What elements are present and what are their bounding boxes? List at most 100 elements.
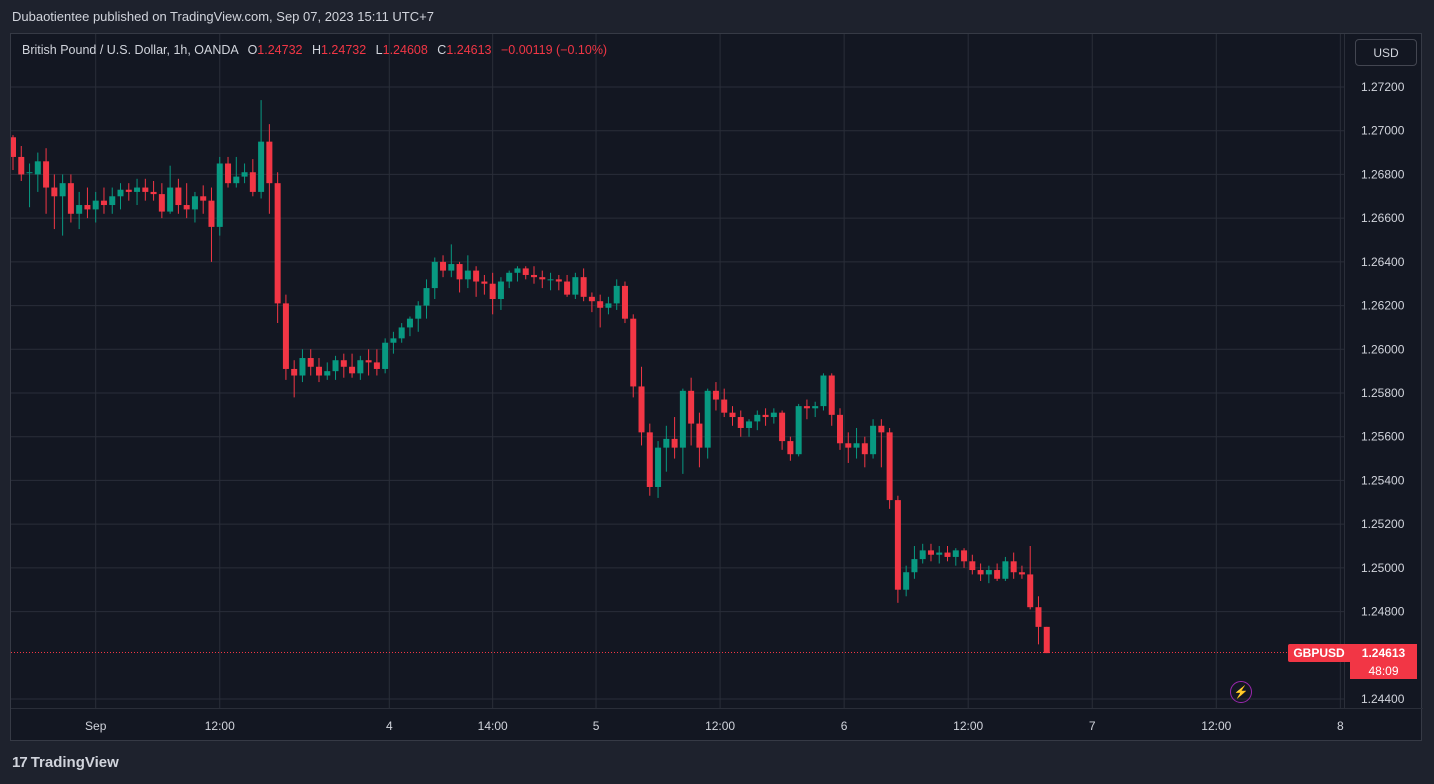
candle-body xyxy=(655,447,662,487)
candle xyxy=(605,296,612,315)
candle-body xyxy=(679,390,686,448)
x-tick-label: 14:00 xyxy=(478,719,508,733)
currency-button[interactable]: USD xyxy=(1355,39,1417,66)
candle-body xyxy=(704,390,711,448)
candle xyxy=(249,159,256,197)
candle xyxy=(572,272,579,300)
candle-body xyxy=(994,570,1001,579)
candle-body xyxy=(927,550,934,555)
candle-body xyxy=(630,318,637,387)
candle-body xyxy=(117,189,124,197)
candle xyxy=(952,548,959,566)
candle-body xyxy=(324,371,331,376)
candle xyxy=(927,543,934,562)
candle-body xyxy=(373,362,380,369)
candle xyxy=(315,358,322,383)
candle-body xyxy=(249,172,256,192)
y-tick-label: 1.25800 xyxy=(1361,386,1405,400)
price-chart[interactable]: 1.27200 1.27000 1.26800 1.26600 1.26400 1.262… xyxy=(11,34,1423,742)
candle xyxy=(208,187,215,262)
candle xyxy=(903,565,910,597)
candle-body xyxy=(216,163,223,227)
candle xyxy=(299,349,306,383)
brand-name: TradingView xyxy=(30,754,119,771)
candle-body xyxy=(746,421,753,428)
change-value: −0.00119 (−0.10%) xyxy=(501,43,608,57)
close-value: 1.24613 xyxy=(446,43,492,57)
candle xyxy=(109,187,116,214)
tradingview-brand[interactable]: 17 TradingView xyxy=(12,754,119,771)
candle xyxy=(266,124,273,214)
candle xyxy=(613,279,620,310)
candle-body xyxy=(853,443,860,448)
candle-body xyxy=(936,552,943,555)
x-tick-label: 6 xyxy=(841,719,848,733)
candle-body xyxy=(870,425,877,455)
candle xyxy=(398,323,405,343)
candle-body xyxy=(274,183,281,304)
y-tick-label: 1.26000 xyxy=(1361,342,1405,356)
lightning-icon[interactable]: ⚡ xyxy=(1230,681,1252,703)
candle xyxy=(92,191,99,223)
candle-body xyxy=(225,163,232,184)
candle-body xyxy=(315,366,322,376)
candle xyxy=(183,183,190,219)
candle xyxy=(828,373,835,426)
candle-body xyxy=(431,261,438,289)
candle xyxy=(175,178,182,214)
candle xyxy=(440,255,447,278)
candle-body xyxy=(398,327,405,339)
candle-body xyxy=(340,360,347,367)
candle-body xyxy=(406,318,413,328)
candle-body xyxy=(349,366,356,374)
candle-body xyxy=(382,342,389,369)
candle xyxy=(365,349,372,376)
candle-body xyxy=(92,200,99,210)
candle-body xyxy=(506,272,513,282)
candle-body xyxy=(1043,626,1050,654)
candle xyxy=(655,441,662,498)
candle xyxy=(522,266,529,280)
y-tick-label: 1.24400 xyxy=(1361,692,1405,706)
candle-body xyxy=(125,189,132,192)
close-label: C xyxy=(437,43,447,57)
candle-body xyxy=(754,414,761,422)
candle xyxy=(233,156,240,188)
candle-body xyxy=(820,375,827,407)
chart-panel[interactable]: 1.27200 1.27000 1.26800 1.26600 1.26400 1.262… xyxy=(10,33,1423,742)
candle-body xyxy=(795,406,802,455)
publisher-line: Dubaotientee published on TradingView.co… xyxy=(12,9,434,24)
candle-body xyxy=(473,270,480,282)
tradingview-logo-icon: 17 xyxy=(12,754,28,771)
candle-body xyxy=(514,268,521,273)
candle xyxy=(671,417,678,459)
candle xyxy=(977,563,984,581)
candle xyxy=(994,563,1001,581)
candle-body xyxy=(588,296,595,302)
candle xyxy=(704,388,711,459)
candle-body xyxy=(241,172,248,177)
candle-body xyxy=(167,187,174,212)
candle-body xyxy=(803,406,810,409)
candle xyxy=(200,185,207,214)
candle-body xyxy=(59,183,66,197)
y-tick-label: 1.27200 xyxy=(1361,80,1405,94)
candle-body xyxy=(11,137,16,157)
candle-body xyxy=(621,285,628,319)
candle xyxy=(721,388,728,418)
candle xyxy=(100,187,107,214)
candle-body xyxy=(977,570,984,575)
candle-body xyxy=(522,268,529,275)
x-tick-label: 8 xyxy=(1337,719,1344,733)
candle-body xyxy=(547,279,554,281)
candle-body xyxy=(837,414,843,444)
candle xyxy=(547,272,554,291)
candle-body xyxy=(878,425,885,433)
candle xyxy=(373,349,380,376)
candle-body xyxy=(919,550,926,560)
candle xyxy=(555,274,562,291)
y-tick-label: 1.26800 xyxy=(1361,167,1405,181)
candle-body xyxy=(100,200,107,206)
x-tick-label: 12:00 xyxy=(205,719,235,733)
candle xyxy=(886,427,893,509)
